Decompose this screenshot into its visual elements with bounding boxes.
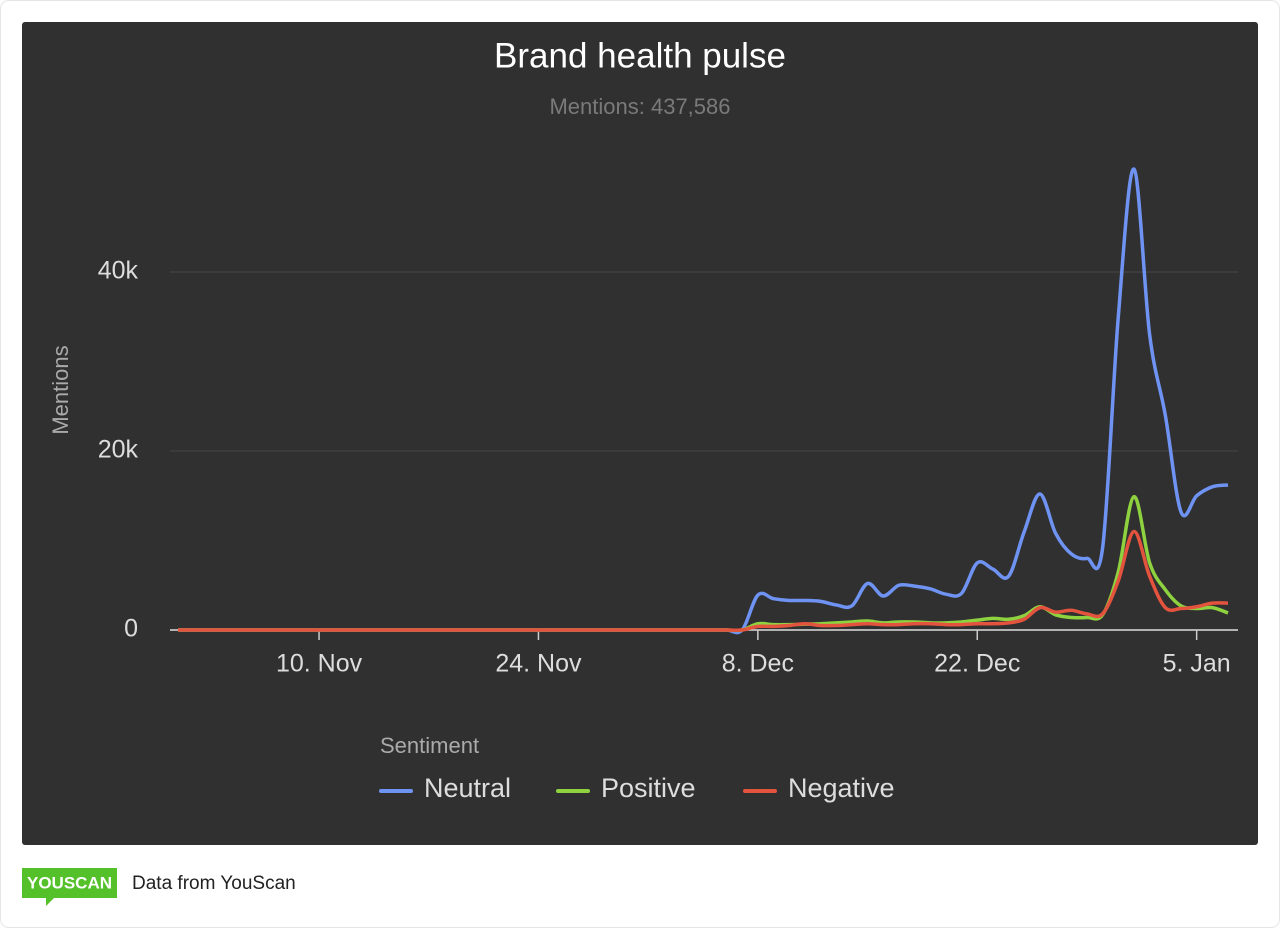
chart-subtitle: Mentions: 437,586: [549, 94, 730, 119]
chart-panel: [22, 22, 1258, 845]
y-axis-title: Mentions: [48, 345, 73, 434]
footer-text: Data from YouScan: [132, 873, 296, 894]
logo-tail: [46, 898, 54, 906]
legend-label: Positive: [601, 773, 696, 803]
legend-label: Neutral: [424, 773, 511, 803]
legend-title: Sentiment: [380, 733, 479, 758]
y-tick-label: 40k: [98, 257, 139, 285]
y-tick-label: 20k: [98, 436, 139, 464]
y-tick-label: 0: [124, 615, 138, 643]
legend-label: Negative: [788, 773, 895, 803]
x-tick-label: 8. Dec: [722, 650, 794, 678]
logo-badge: [22, 868, 117, 898]
series-line: [178, 529, 1229, 633]
logo-text: YOUSCAN: [27, 873, 112, 892]
chart-title: Brand health pulse: [494, 36, 786, 75]
x-tick-label: 10. Nov: [276, 650, 363, 678]
footer: YOUSCAN Data from YouScan: [22, 868, 296, 906]
x-tick-label: 24. Nov: [495, 650, 582, 678]
x-tick-label: 5. Jan: [1163, 650, 1231, 678]
x-tick-label: 22. Dec: [934, 650, 1020, 678]
